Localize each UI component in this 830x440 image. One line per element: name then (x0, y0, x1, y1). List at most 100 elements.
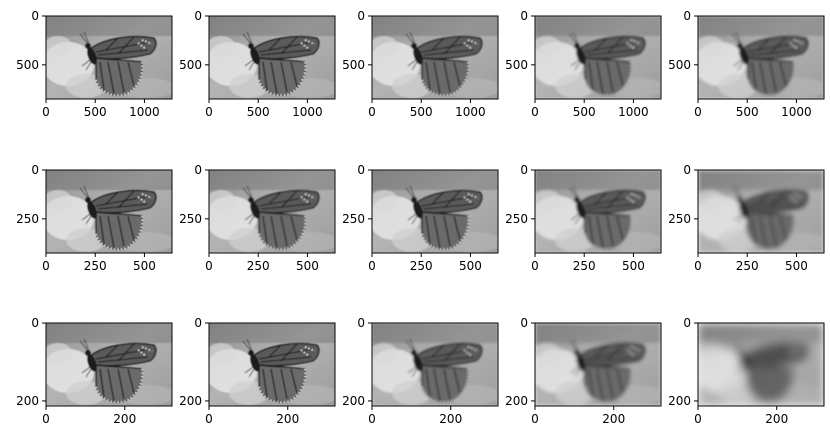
x-tick: 0 (205, 253, 213, 273)
y-tick-label: 200 (342, 394, 365, 408)
y-tick-label: 250 (668, 212, 691, 226)
x-tick-label: 500 (573, 105, 596, 119)
x-tick-label: 0 (531, 412, 539, 426)
y-tick-label: 200 (668, 394, 691, 408)
y-tick-label: 0 (194, 9, 202, 23)
y-tick: 0 (31, 9, 46, 23)
x-tick-label: 200 (113, 412, 136, 426)
axes-frame (697, 15, 825, 100)
axes-frame (371, 322, 499, 407)
y-tick-label: 500 (179, 58, 202, 72)
y-tick: 0 (520, 316, 535, 330)
y-tick: 0 (683, 316, 698, 330)
image-content (46, 16, 172, 99)
y-tick: 0 (194, 163, 209, 177)
x-tick: 250 (410, 253, 433, 273)
y-tick-label: 0 (683, 163, 691, 177)
y-tick-label: 500 (668, 58, 691, 72)
x-tick: 0 (531, 253, 539, 273)
x-tick-label: 0 (205, 105, 213, 119)
x-tick: 0 (205, 406, 213, 426)
x-tick: 0 (694, 253, 702, 273)
x-tick: 500 (133, 253, 156, 273)
x-tick: 200 (602, 406, 625, 426)
image-panel-r1-c3: 0 500 1000 0 500 (342, 9, 499, 119)
x-tick-label: 500 (296, 259, 319, 273)
x-tick: 0 (205, 99, 213, 119)
y-tick: 0 (194, 316, 209, 330)
x-tick: 200 (765, 406, 788, 426)
image-content (209, 323, 335, 406)
x-tick-label: 200 (276, 412, 299, 426)
x-tick-label: 200 (765, 412, 788, 426)
x-tick-label: 0 (531, 105, 539, 119)
y-tick: 250 (668, 212, 698, 226)
y-tick: 200 (179, 394, 209, 408)
y-tick: 250 (16, 212, 46, 226)
y-tick-label: 200 (16, 394, 39, 408)
y-tick-label: 0 (520, 163, 528, 177)
image-content (535, 16, 661, 99)
y-tick-label: 200 (505, 394, 528, 408)
x-tick-label: 1000 (129, 105, 160, 119)
y-tick: 0 (683, 163, 698, 177)
x-tick: 500 (785, 253, 808, 273)
x-tick-label: 500 (84, 105, 107, 119)
x-tick: 500 (736, 99, 759, 119)
x-tick: 0 (42, 99, 50, 119)
butterfly (79, 31, 157, 96)
x-tick: 500 (459, 253, 482, 273)
axes-frame (208, 322, 336, 407)
x-tick-label: 0 (42, 259, 50, 273)
y-tick: 500 (179, 58, 209, 72)
axes-frame (534, 169, 662, 254)
x-tick-label: 500 (410, 105, 433, 119)
butterfly (79, 338, 157, 403)
y-tick-label: 0 (31, 9, 39, 23)
x-tick-label: 0 (531, 259, 539, 273)
x-tick: 1000 (455, 99, 486, 119)
image-content (372, 16, 498, 99)
x-tick-label: 200 (602, 412, 625, 426)
y-tick-label: 0 (31, 316, 39, 330)
x-tick: 500 (84, 99, 107, 119)
x-tick: 250 (84, 253, 107, 273)
butterfly (405, 185, 483, 250)
x-tick-label: 500 (133, 259, 156, 273)
x-tick-label: 0 (42, 105, 50, 119)
image-content (46, 323, 172, 406)
x-tick-label: 1000 (781, 105, 812, 119)
y-tick-label: 250 (16, 212, 39, 226)
x-tick-label: 0 (694, 412, 702, 426)
x-tick-label: 250 (247, 259, 270, 273)
x-tick: 0 (531, 99, 539, 119)
y-tick-label: 500 (16, 58, 39, 72)
x-tick-label: 250 (410, 259, 433, 273)
y-tick: 250 (505, 212, 535, 226)
y-tick-label: 0 (520, 316, 528, 330)
y-tick: 250 (179, 212, 209, 226)
image-content (698, 170, 824, 253)
y-tick: 200 (505, 394, 535, 408)
axes-frame (208, 169, 336, 254)
x-tick: 500 (573, 99, 596, 119)
image-panel-r1-c2: 0 500 1000 0 500 (179, 9, 336, 119)
y-tick-label: 0 (357, 163, 365, 177)
y-tick-label: 0 (520, 9, 528, 23)
x-tick: 1000 (292, 99, 323, 119)
x-tick: 0 (368, 406, 376, 426)
y-tick: 500 (668, 58, 698, 72)
butterfly (242, 185, 320, 250)
image-panel-r2-c5: 0 250 500 0 250 (668, 163, 825, 273)
y-tick: 0 (520, 163, 535, 177)
image-content (698, 16, 824, 99)
image-content (209, 16, 335, 99)
y-tick: 500 (16, 58, 46, 72)
x-tick-label: 200 (439, 412, 462, 426)
x-tick: 0 (694, 99, 702, 119)
y-tick: 500 (342, 58, 372, 72)
image-content (372, 323, 498, 406)
x-tick: 250 (247, 253, 270, 273)
x-tick-label: 1000 (455, 105, 486, 119)
